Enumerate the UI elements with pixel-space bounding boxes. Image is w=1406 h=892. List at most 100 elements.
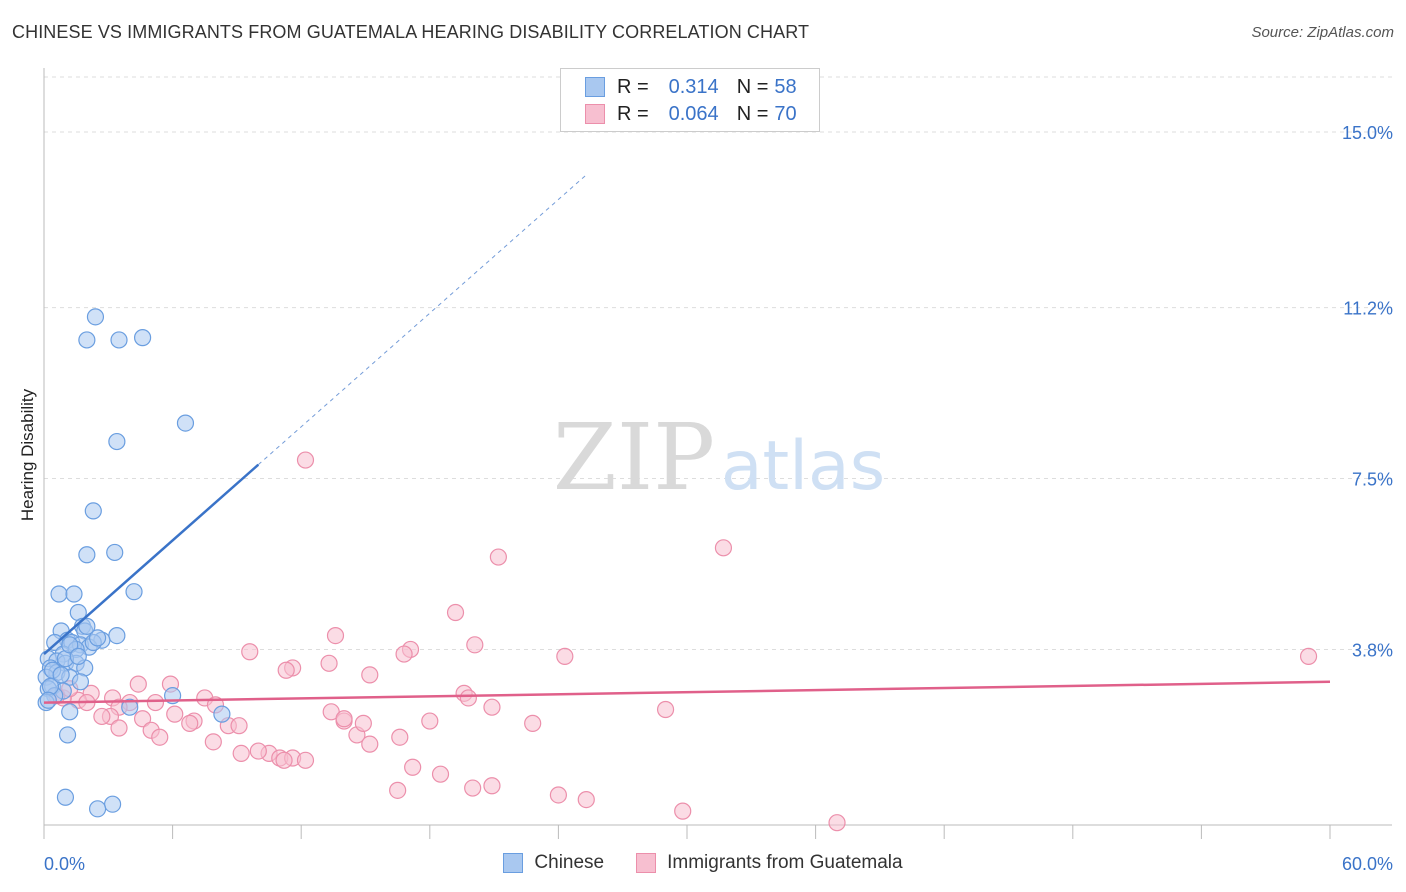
guatemala-point bbox=[556, 647, 574, 665]
chinese-point bbox=[84, 502, 102, 520]
guatemala-point bbox=[275, 751, 293, 769]
guatemala-point bbox=[524, 714, 542, 732]
watermark: ZIP atlas bbox=[553, 404, 885, 511]
guatemala-point bbox=[828, 814, 846, 832]
chinese-trend-extension bbox=[258, 174, 587, 466]
guatemala-point bbox=[483, 698, 501, 716]
chinese-swatch bbox=[585, 77, 605, 97]
chinese-point bbox=[86, 308, 105, 326]
legend-label-chinese: Chinese bbox=[534, 852, 605, 873]
guatemala-point bbox=[464, 779, 482, 797]
chinese-point bbox=[78, 617, 96, 635]
guatemala-point bbox=[395, 645, 413, 663]
guatemala-point bbox=[714, 539, 733, 557]
y-tick-label: 7.5% bbox=[1352, 470, 1393, 490]
guatemala-point bbox=[230, 717, 248, 735]
watermark-zip: ZIP bbox=[553, 404, 715, 511]
guatemala-point bbox=[421, 712, 439, 730]
y-axis-label: Hearing Disability bbox=[18, 388, 37, 522]
legend-n-value: 70 bbox=[774, 102, 797, 125]
watermark-atlas: atlas bbox=[721, 427, 885, 506]
guatemala-swatch bbox=[636, 853, 657, 873]
chinese-point bbox=[176, 414, 195, 432]
guatemala-point bbox=[110, 719, 128, 737]
chinese-swatch bbox=[503, 853, 524, 873]
chinese-point bbox=[133, 329, 152, 347]
source-credit: Source: ZipAtlas.com bbox=[1251, 24, 1394, 41]
tick-labels: 3.8% 7.5% 11.2% 15.0% 0.0% 60.0% bbox=[44, 123, 1393, 874]
guatemala-point bbox=[489, 548, 507, 566]
legend-r-value: 0.064 bbox=[668, 102, 719, 125]
guatemala-point bbox=[232, 744, 250, 762]
chinese-point bbox=[69, 647, 87, 665]
chinese-point bbox=[61, 703, 79, 721]
legend-label-guatemala: Immigrants from Guatemala bbox=[667, 852, 903, 873]
guatemala-point bbox=[391, 728, 409, 746]
guatemala-point bbox=[549, 786, 568, 804]
chinese-point bbox=[121, 698, 139, 716]
legend-row-guatemala: R = 0.064 N = 70 bbox=[585, 102, 797, 126]
guatemala-point bbox=[404, 758, 422, 776]
legend-item-guatemala[interactable]: Immigrants from Guatemala bbox=[636, 852, 903, 874]
chinese-point bbox=[78, 546, 96, 564]
guatemala-point bbox=[320, 654, 338, 672]
legend-r-label: R = bbox=[617, 102, 649, 125]
guatemala-point bbox=[466, 636, 484, 654]
guatemala-point bbox=[674, 802, 692, 820]
guatemala-point bbox=[249, 742, 267, 760]
guatemala-point bbox=[446, 603, 465, 622]
guatemala-point bbox=[389, 781, 407, 799]
guatemala-point bbox=[151, 728, 169, 746]
legend-r-value: 0.314 bbox=[668, 75, 719, 98]
chinese-point bbox=[58, 726, 77, 744]
chinese-point bbox=[108, 432, 126, 451]
guatemala-point bbox=[361, 666, 379, 684]
guatemala-point bbox=[133, 710, 152, 728]
guatemala-point bbox=[129, 675, 147, 693]
legend-n-label: N = bbox=[736, 75, 769, 98]
guatemala-point bbox=[483, 777, 501, 795]
chinese-point bbox=[52, 666, 70, 684]
legend-n-label: N = bbox=[736, 102, 769, 125]
guatemala-point bbox=[146, 693, 165, 712]
chinese-points bbox=[37, 308, 231, 818]
legend-row-chinese: R = 0.314 N = 58 bbox=[585, 75, 797, 99]
guatemala-point bbox=[335, 710, 353, 728]
trend-lines bbox=[43, 174, 1331, 704]
guatemala-trend-line bbox=[43, 680, 1331, 704]
guatemala-swatch bbox=[585, 104, 605, 124]
guatemala-point bbox=[296, 751, 315, 769]
chinese-point bbox=[50, 585, 68, 603]
guatemala-point bbox=[277, 661, 295, 679]
chinese-point bbox=[103, 795, 122, 813]
chinese-point bbox=[213, 705, 231, 723]
guatemala-point bbox=[431, 765, 450, 783]
guatemala-point bbox=[296, 451, 315, 469]
y-tick-label: 3.8% bbox=[1352, 640, 1393, 660]
legend-r-label: R = bbox=[617, 75, 649, 98]
guatemala-point bbox=[93, 707, 111, 726]
chinese-point bbox=[108, 626, 126, 645]
series-legend: Chinese Immigrants from Guatemala bbox=[0, 852, 1406, 874]
x-tick-label: 60.0% bbox=[1342, 854, 1393, 874]
guatemala-point bbox=[204, 733, 222, 751]
chinese-point bbox=[39, 691, 57, 709]
chinese-point bbox=[78, 331, 96, 349]
grid-lines bbox=[44, 76, 1392, 650]
guatemala-point bbox=[181, 714, 199, 732]
y-tick-label: 15.0% bbox=[1342, 123, 1393, 143]
guatemala-point bbox=[656, 700, 675, 719]
guatemala-point bbox=[459, 689, 477, 707]
legend-item-chinese[interactable]: Chinese bbox=[503, 852, 604, 874]
x-tick-label: 0.0% bbox=[44, 854, 85, 874]
chinese-point bbox=[125, 583, 143, 601]
chinese-trend-line bbox=[43, 463, 260, 656]
guatemala-point bbox=[577, 790, 595, 809]
guatemala-point bbox=[1299, 647, 1318, 665]
chinese-point bbox=[71, 673, 90, 691]
chinese-point bbox=[88, 629, 107, 647]
chinese-point bbox=[61, 636, 79, 654]
chinese-point bbox=[110, 331, 128, 349]
chart-title: CHINESE VS IMMIGRANTS FROM GUATEMALA HEA… bbox=[12, 22, 810, 42]
